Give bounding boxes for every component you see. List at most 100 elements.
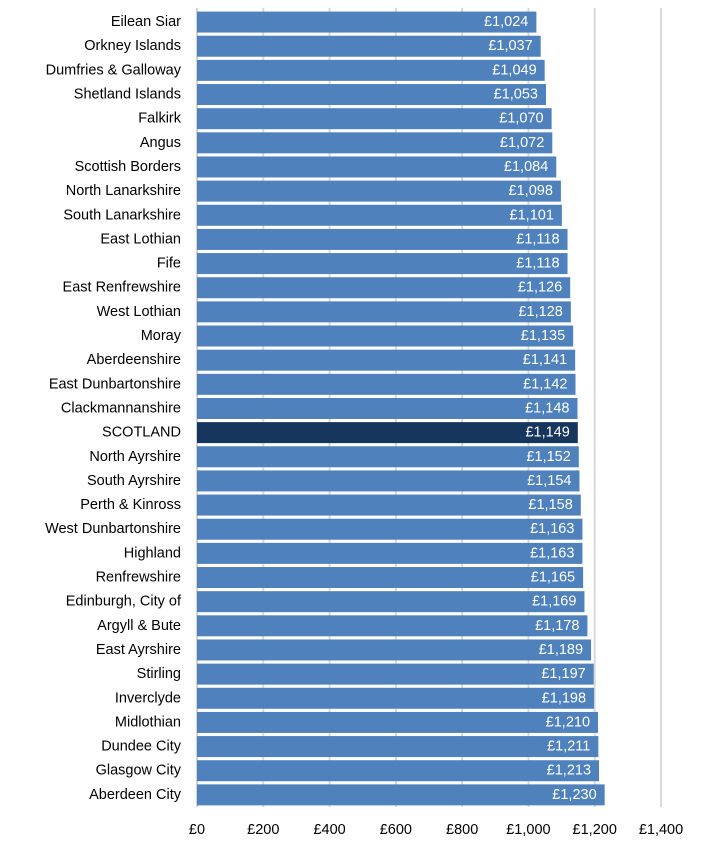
value-label: £1,197 (541, 666, 585, 682)
bar (197, 397, 578, 419)
value-label: £1,149 (525, 425, 569, 441)
value-label: £1,213 (547, 763, 591, 779)
bar (197, 687, 595, 709)
bar (197, 204, 562, 226)
value-label: £1,178 (535, 618, 579, 634)
category-label: Angus (140, 135, 181, 151)
bar (197, 422, 578, 444)
value-label: £1,230 (552, 787, 596, 803)
bar (197, 84, 546, 106)
x-tick-label: £400 (313, 822, 345, 838)
bar (197, 639, 592, 661)
value-label: £1,126 (518, 280, 562, 296)
value-label: £1,101 (510, 207, 554, 223)
value-label: £1,070 (499, 111, 543, 127)
category-label: Moray (141, 328, 182, 344)
bar (197, 301, 571, 323)
bars (197, 11, 605, 806)
bar (197, 35, 541, 57)
bar (197, 228, 568, 250)
value-label: £1,211 (547, 739, 590, 755)
category-label: West Dunbartonshire (45, 521, 181, 537)
value-label: £1,165 (531, 570, 575, 586)
category-label: Inverclyde (115, 690, 181, 706)
value-label: £1,198 (542, 690, 586, 706)
bar (197, 180, 561, 202)
value-label: £1,148 (525, 400, 569, 416)
category-label: Scottish Borders (75, 159, 181, 175)
value-label: £1,118 (516, 231, 559, 247)
value-label: £1,169 (532, 594, 576, 610)
category-label: Aberdeen City (89, 787, 182, 803)
bar (197, 470, 580, 492)
value-label: £1,072 (500, 135, 544, 151)
bar (197, 711, 599, 733)
category-label: East Dunbartonshire (49, 376, 181, 392)
value-label: £1,142 (523, 376, 567, 392)
value-label: £1,163 (530, 521, 574, 537)
bar (197, 132, 553, 154)
category-label: Renfrewshire (96, 570, 181, 586)
category-label: Dumfries & Galloway (46, 62, 182, 78)
category-label: Midlothian (115, 714, 181, 730)
value-label: £1,128 (518, 304, 562, 320)
bar (197, 663, 594, 685)
category-label: North Ayrshire (89, 449, 181, 465)
value-label: £1,037 (488, 38, 532, 54)
value-label: £1,024 (484, 14, 528, 30)
x-tick-label: £600 (380, 822, 412, 838)
bar (197, 277, 571, 299)
value-label: £1,141 (523, 352, 567, 368)
x-tick-label: £200 (247, 822, 279, 838)
category-label: Argyll & Bute (97, 618, 181, 634)
value-label: £1,189 (539, 642, 583, 658)
value-label: £1,163 (530, 545, 574, 561)
x-tick-label: £1,000 (506, 822, 550, 838)
bar (197, 59, 545, 81)
category-label: South Lanarkshire (63, 207, 181, 223)
category-label: SCOTLAND (102, 425, 181, 441)
bar (197, 736, 599, 758)
category-labels: Eilean Siar Orkney Islands Dumfries & Gall… (45, 14, 182, 803)
bar (197, 615, 588, 637)
value-label: £1,152 (526, 449, 570, 465)
x-axis-ticks: £0 £200 £400 £600 £800 £1,000 £1,200 £1,400 (189, 822, 683, 838)
category-label: Dundee City (101, 739, 182, 755)
category-label: West Lothian (97, 304, 181, 320)
category-label: Eilean Siar (111, 14, 181, 30)
category-label: South Ayrshire (87, 473, 181, 489)
category-label: North Lanarkshire (66, 183, 181, 199)
category-label: Stirling (137, 666, 181, 682)
value-label: £1,210 (546, 714, 590, 730)
category-label: Highland (124, 545, 181, 561)
bar (197, 11, 537, 33)
category-label: Perth & Kinross (80, 497, 181, 513)
bar (197, 108, 552, 130)
category-label: Orkney Islands (84, 38, 181, 54)
value-label: £1,154 (527, 473, 571, 489)
bar (197, 373, 576, 395)
bar (197, 567, 584, 589)
bar (197, 591, 585, 613)
category-label: Fife (157, 256, 181, 272)
x-tick-label: £0 (189, 822, 205, 838)
category-label: East Lothian (100, 231, 181, 247)
value-label: £1,135 (521, 328, 565, 344)
category-label: Shetland Islands (74, 87, 181, 103)
bar (197, 542, 583, 564)
bar (197, 518, 583, 540)
x-tick-label: £1,200 (573, 822, 617, 838)
value-label: £1,118 (516, 256, 559, 272)
bar (197, 784, 605, 806)
bar (197, 446, 579, 468)
value-label: £1,053 (494, 87, 538, 103)
x-tick-label: £1,400 (639, 822, 683, 838)
bar (197, 325, 574, 347)
bar (197, 760, 600, 782)
value-label: £1,049 (492, 62, 536, 78)
category-label: Aberdeenshire (87, 352, 181, 368)
category-label: Falkirk (138, 111, 181, 127)
value-label: £1,158 (528, 497, 572, 513)
value-label: £1,084 (504, 159, 548, 175)
bar (197, 253, 568, 275)
